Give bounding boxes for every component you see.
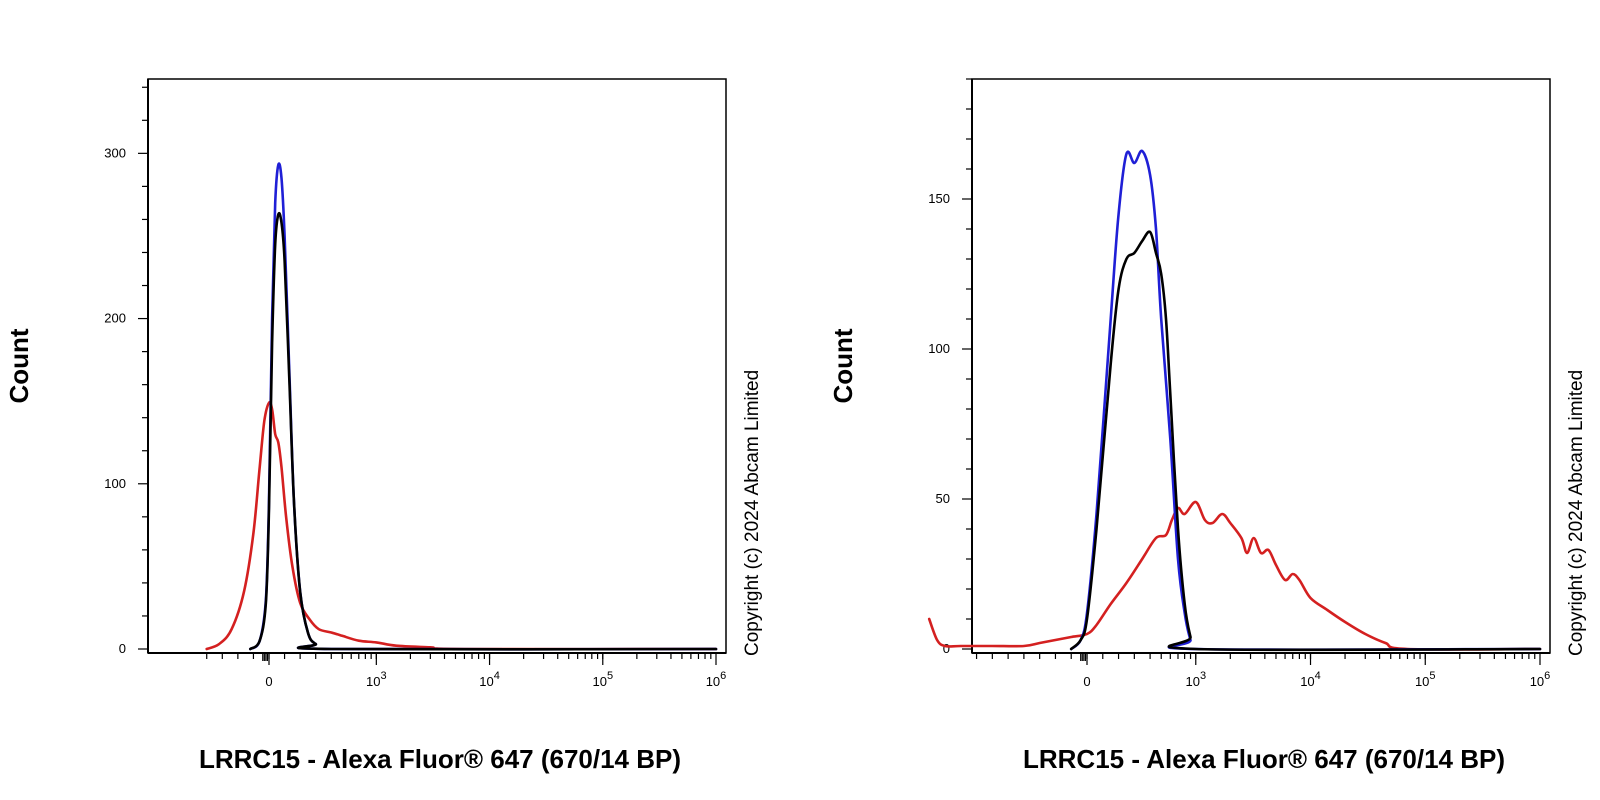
x-ticks-1: 0 103 104 105 106	[206, 653, 727, 689]
plot-frame-2	[971, 78, 1551, 654]
series-group-2	[927, 149, 1542, 652]
x-tick-label: 103	[1185, 670, 1206, 689]
histogram-panel-2: 0 50 100 150 0 103 104 105 106 Count LRRC15 - A…	[828, 78, 1587, 774]
x-tick-label: 106	[706, 670, 727, 689]
y-tick-label: 150	[928, 191, 950, 206]
series-line-red	[927, 500, 1542, 651]
copyright-notice-1: Copyright (c) 2024 Abcam Limited	[742, 370, 763, 656]
x-ticks-2: 0 103 104 105 106	[975, 653, 1551, 689]
series-group-1	[205, 162, 718, 651]
y-tick-label: 0	[119, 641, 126, 656]
x-tick-label: 104	[1300, 670, 1321, 689]
y-tick-label: 100	[928, 341, 950, 356]
x-tick-label: 103	[366, 670, 387, 689]
x-tick-label: 104	[479, 670, 500, 689]
x-tick-label: 0	[265, 674, 272, 689]
series-line-blue	[1069, 149, 1542, 651]
plot-frame-1	[147, 78, 727, 654]
x-tick-label: 105	[592, 670, 613, 689]
x-tick-label: 0	[1083, 674, 1090, 689]
y-ticks-2: 0 50 100 150	[928, 78, 972, 656]
histogram-panel-1: 0 100 200 300 0 103 104 105 106 Count LRRC15 - …	[4, 78, 763, 774]
y-tick-label: 0	[943, 641, 950, 656]
y-axis-title-1: Count	[4, 328, 34, 403]
series-line-black	[1069, 230, 1542, 652]
copyright-notice-2: Copyright (c) 2024 Abcam Limited	[1566, 370, 1587, 656]
y-tick-label: 300	[104, 145, 126, 160]
x-axis-title-2: LRRC15 - Alexa Fluor® 647 (670/14 BP)	[1023, 744, 1505, 774]
x-tick-label: 106	[1530, 670, 1551, 689]
series-line-black	[249, 211, 718, 651]
x-tick-label: 105	[1415, 670, 1436, 689]
series-line-red	[205, 400, 718, 651]
y-tick-label: 50	[936, 491, 950, 506]
y-axis-title-2: Count	[828, 328, 858, 403]
y-tick-label: 200	[104, 311, 126, 326]
y-tick-label: 100	[104, 476, 126, 491]
x-axis-title-1: LRRC15 - Alexa Fluor® 647 (670/14 BP)	[199, 744, 681, 774]
series-line-blue	[249, 162, 718, 651]
y-ticks-1: 0 100 200 300	[104, 86, 148, 656]
